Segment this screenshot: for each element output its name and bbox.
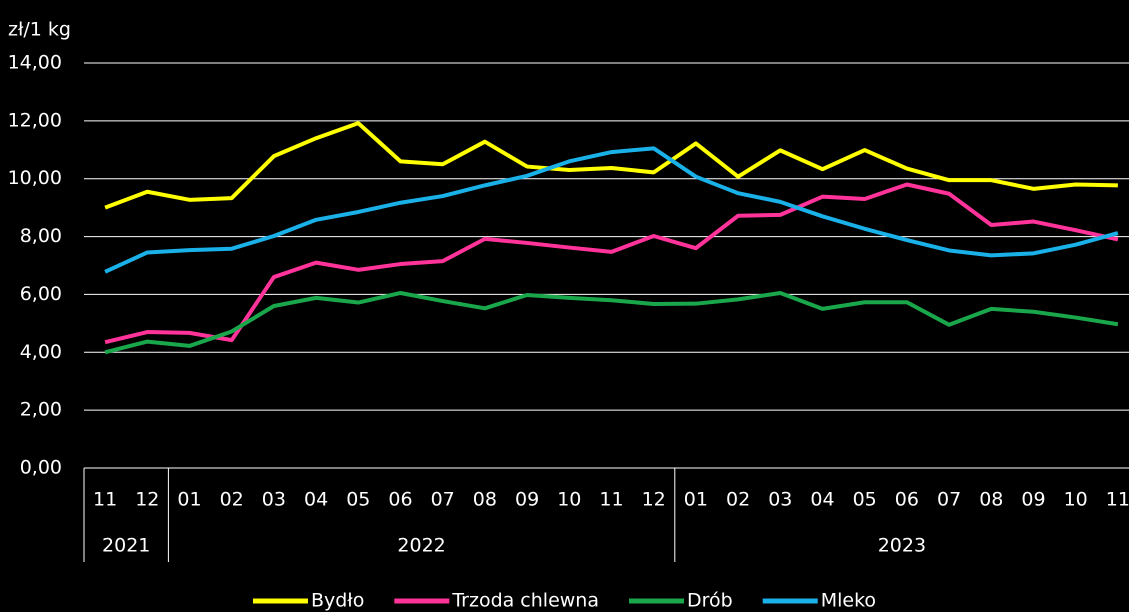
x-tick-label: 04 [810,489,834,511]
y-tick-label: 2,00 [20,399,62,421]
x-tick-label: 05 [853,489,877,511]
y-tick-label: 6,00 [20,283,62,305]
legend-label: Drób [687,590,733,612]
x-tick-label: 04 [304,489,328,511]
y-tick-label: 4,00 [20,341,62,363]
x-tick-label: 09 [515,489,539,511]
x-tick-label: 12 [642,489,666,511]
x-tick-label: 08 [979,489,1003,511]
x-tick-label: 09 [1021,489,1045,511]
x-tick-label: 10 [557,489,581,511]
x-tick-label: 10 [1064,489,1088,511]
y-tick-label: 0,00 [20,457,62,479]
series-line [104,182,1119,345]
x-tick-label: 06 [895,489,919,511]
x-tick-label: 07 [431,489,455,511]
x-group-label: 2023 [878,535,926,557]
x-tick-label: 03 [768,489,792,511]
series-line [104,146,1119,274]
x-tick-label: 06 [388,489,412,511]
series-line [104,290,1119,355]
x-tick-label: 11 [599,489,623,511]
y-axis-label: zł/1 kg [8,19,71,41]
x-tick-label: 11 [1106,489,1129,511]
series-line [104,121,1118,210]
x-tick-label: 01 [684,489,708,511]
x-tick-label: 02 [220,489,244,511]
y-tick-label: 12,00 [8,109,62,131]
x-tick-label: 11 [93,489,117,511]
x-group-label: 2021 [102,535,150,557]
x-group-label: 2022 [397,535,445,557]
y-tick-label: 10,00 [8,167,62,189]
x-tick-label: 01 [177,489,201,511]
x-tick-label: 03 [262,489,286,511]
x-tick-label: 07 [937,489,961,511]
x-tick-label: 08 [473,489,497,511]
y-tick-label: 8,00 [20,225,62,247]
legend-label: Trzoda chlewna [451,590,599,612]
legend-label: Mleko [821,590,876,612]
y-tick-label: 14,00 [8,52,62,74]
legend-label: Bydło [311,590,364,612]
x-tick-label: 12 [135,489,159,511]
x-tick-label: 05 [346,489,370,511]
x-tick-label: 02 [726,489,750,511]
